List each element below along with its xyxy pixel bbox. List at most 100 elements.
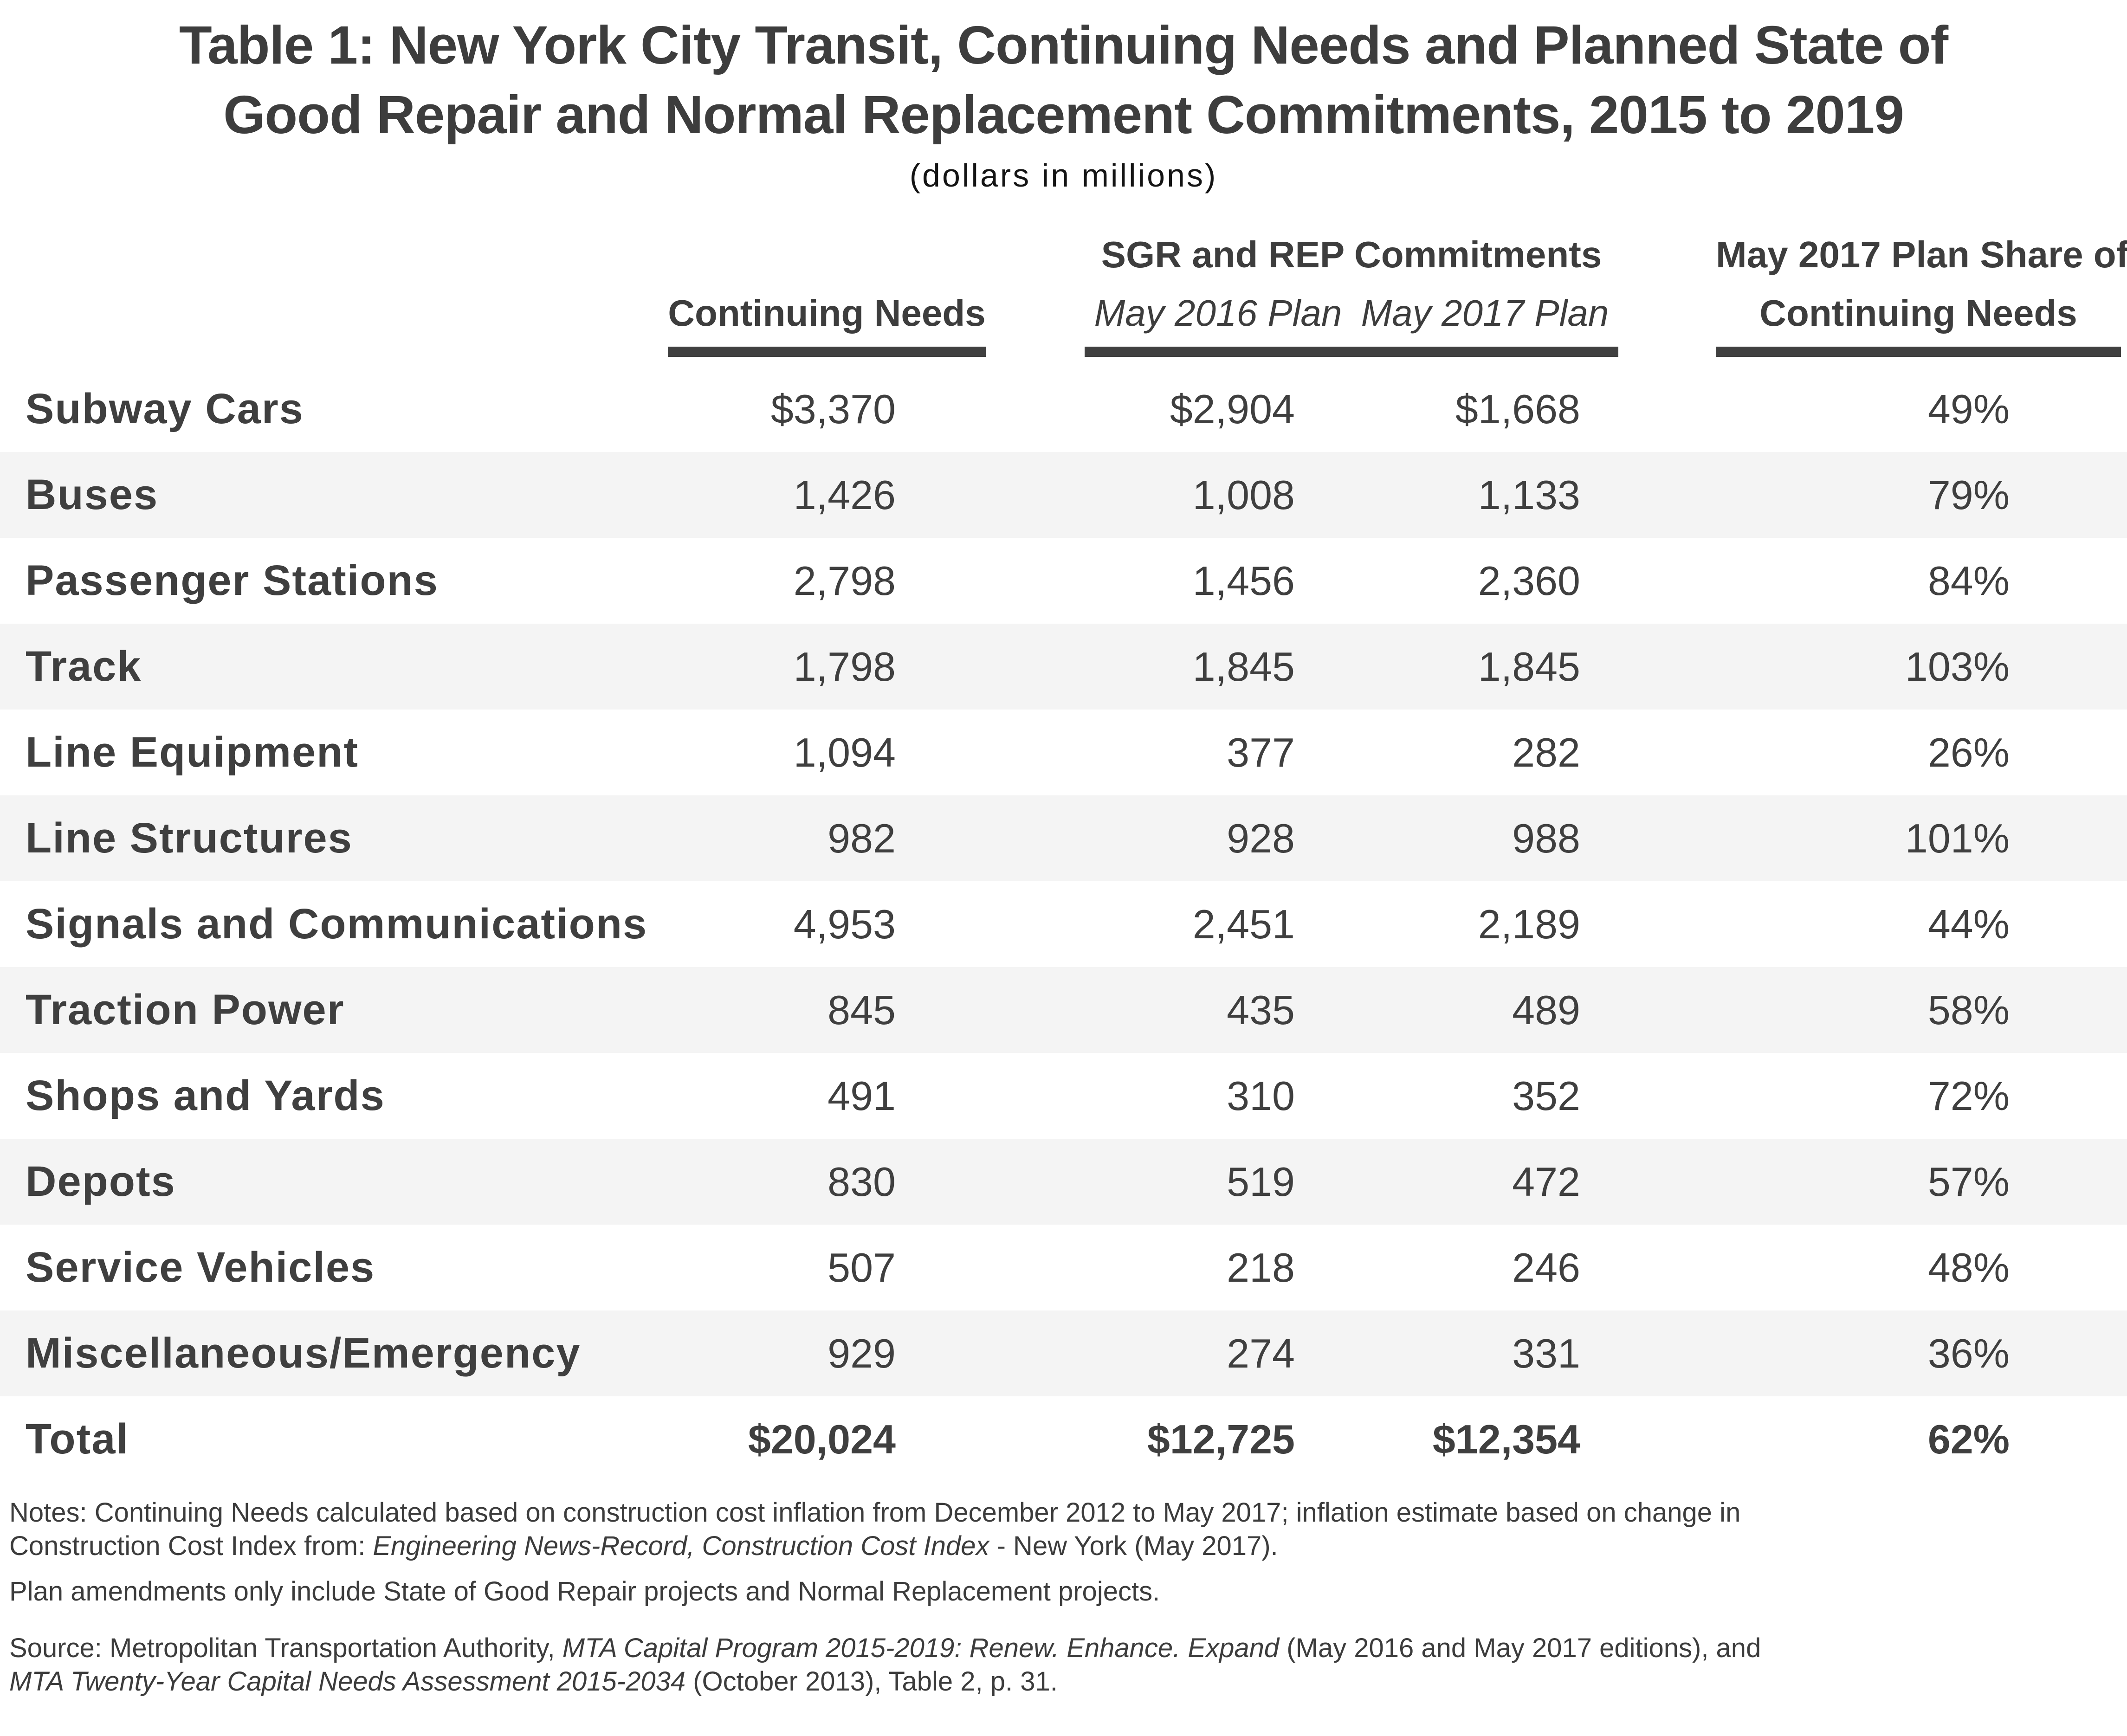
cell-continuing-needs: 491 xyxy=(828,1072,896,1119)
table-title: Table 1: New York City Transit, Continui… xyxy=(0,10,2127,149)
row-label: Depots xyxy=(26,1158,176,1205)
note-segment: Plan amendments only include State of Go… xyxy=(9,1576,1160,1607)
cell-may-2017-plan: 1,845 xyxy=(1478,643,1580,690)
column-header-continuing-needs: Continuing Needs xyxy=(668,292,986,357)
cell-may-2016-plan: 377 xyxy=(1227,729,1295,775)
cell-share: 36% xyxy=(1927,1330,2010,1376)
table-row-shops-and-yards: Shops and Yards 491 310 352 72% xyxy=(0,1053,2127,1139)
cell-share: 58% xyxy=(1927,987,2010,1033)
cell-may-2016-plan: 1,845 xyxy=(1192,643,1295,690)
note-segment: - New York (May 2017). xyxy=(989,1531,1278,1561)
column-group-title: SGR and REP Commitments xyxy=(1101,234,1602,275)
note-line: MTA Twenty-Year Capital Needs Assessment… xyxy=(9,1665,2108,1698)
row-label: Service Vehicles xyxy=(26,1244,375,1291)
cell-may-2017-plan: 331 xyxy=(1512,1330,1580,1376)
cell-share-total: 62% xyxy=(1927,1416,2010,1462)
table-row-total: Total $20,024 $12,725 $12,354 62% xyxy=(0,1396,2127,1482)
cell-may-2016-plan: 218 xyxy=(1227,1244,1295,1291)
note-line: Construction Cost Index from: Engineerin… xyxy=(9,1529,2108,1563)
cell-continuing-needs: 1,094 xyxy=(793,729,896,775)
note-segment: (October 2013), Table 2, p. 31. xyxy=(685,1666,1058,1697)
cell-continuing-needs: 845 xyxy=(828,987,896,1033)
table-subtitle: (dollars in millions) xyxy=(909,157,1218,194)
row-label: Line Structures xyxy=(26,814,353,862)
note-paragraph: Plan amendments only include State of Go… xyxy=(9,1575,2108,1608)
row-label: Line Equipment xyxy=(26,729,359,776)
row-label: Shops and Yards xyxy=(26,1072,385,1119)
note-segment-italic: Engineering News-Record, Construction Co… xyxy=(373,1531,989,1561)
cell-may-2016-plan: 310 xyxy=(1227,1072,1295,1119)
cell-may-2016-plan: 435 xyxy=(1227,987,1295,1033)
table-row-buses: Buses 1,426 1,008 1,133 79% xyxy=(0,452,2127,538)
cell-share: 72% xyxy=(1927,1072,2010,1119)
cell-share: 103% xyxy=(1905,643,2010,690)
cell-may-2017-plan: 282 xyxy=(1512,729,1580,775)
cell-may-2016-plan: 928 xyxy=(1227,815,1295,861)
table-row-signals-and-communications: Signals and Communications 4,953 2,451 2… xyxy=(0,881,2127,967)
note-segment-italic: MTA Capital Program 2015-2019: Renew. En… xyxy=(562,1633,1280,1663)
note-paragraph: Notes: Continuing Needs calculated based… xyxy=(9,1496,2108,1563)
cell-continuing-needs: $3,370 xyxy=(770,386,896,432)
row-label: Miscellaneous/Emergency xyxy=(26,1329,581,1377)
note-line: Source: Metropolitan Transportation Auth… xyxy=(9,1632,2108,1665)
column-header-share-line1: May 2017 Plan Share of xyxy=(1716,234,2127,275)
cell-share: 48% xyxy=(1927,1244,2010,1291)
column-header-may-2017-plan: May 2017 Plan xyxy=(1361,292,1609,334)
cell-share: 49% xyxy=(1927,386,2010,432)
cell-may-2017-plan: 2,360 xyxy=(1478,557,1580,604)
cell-may-2017-plan: 352 xyxy=(1512,1072,1580,1119)
cell-may-2016-plan: $2,904 xyxy=(1170,386,1295,432)
row-label: Buses xyxy=(26,471,159,518)
cell-share: 84% xyxy=(1927,557,2010,604)
table-row-service-vehicles: Service Vehicles 507 218 246 48% xyxy=(0,1225,2127,1310)
row-label-total: Total xyxy=(26,1415,129,1463)
note-line: Plan amendments only include State of Go… xyxy=(9,1575,2108,1608)
row-label: Subway Cars xyxy=(26,385,304,432)
cell-share: 44% xyxy=(1927,901,2010,947)
cell-may-2016-plan: 2,451 xyxy=(1192,901,1295,947)
column-header-share: May 2017 Plan Share of Continuing Needs xyxy=(1716,233,2127,357)
cell-may-2017-plan: 1,133 xyxy=(1478,471,1580,518)
table-header: Continuing Needs SGR and REP Commitments… xyxy=(0,233,2127,357)
cell-may-2017-plan: 988 xyxy=(1512,815,1580,861)
note-segment: Construction Cost Index from: xyxy=(9,1531,373,1561)
cell-continuing-needs: 507 xyxy=(828,1244,896,1291)
cell-may-2016-plan: 1,008 xyxy=(1192,471,1295,518)
cell-may-2016-plan: 1,456 xyxy=(1192,557,1295,604)
column-subheaders: May 2016 Plan May 2017 Plan xyxy=(1085,292,1618,335)
cell-continuing-needs: 2,798 xyxy=(793,557,896,604)
cell-continuing-needs: 1,426 xyxy=(793,471,896,518)
row-label: Track xyxy=(26,643,142,690)
row-label: Signals and Communications xyxy=(26,900,648,948)
table-row-line-structures: Line Structures 982 928 988 101% xyxy=(0,795,2127,881)
cell-continuing-needs: 982 xyxy=(828,815,896,861)
cell-share: 101% xyxy=(1905,815,2010,861)
table-row-track: Track 1,798 1,845 1,845 103% xyxy=(0,624,2127,710)
table-row-miscellaneous-emergency: Miscellaneous/Emergency 929 274 331 36% xyxy=(0,1310,2127,1396)
cell-continuing-needs-total: $20,024 xyxy=(748,1416,896,1462)
table-row-traction-power: Traction Power 845 435 489 58% xyxy=(0,967,2127,1053)
note-segment: Notes: Continuing Needs calculated based… xyxy=(9,1497,1741,1528)
cell-may-2016-plan-total: $12,725 xyxy=(1147,1416,1295,1462)
table-row-subway-cars: Subway Cars $3,370 $2,904 $1,668 49% xyxy=(0,366,2127,452)
cell-share: 57% xyxy=(1927,1158,2010,1205)
row-label: Traction Power xyxy=(26,986,345,1033)
row-label: Passenger Stations xyxy=(26,557,439,604)
note-segment-italic: MTA Twenty-Year Capital Needs Assessment… xyxy=(9,1666,686,1697)
table-title-line1: Table 1: New York City Transit, Continui… xyxy=(179,15,1948,75)
cell-may-2016-plan: 274 xyxy=(1227,1330,1295,1376)
note-segment: (May 2016 and May 2017 editions), and xyxy=(1279,1633,1761,1663)
column-group-sgr-rep-commitments: SGR and REP Commitments May 2016 Plan Ma… xyxy=(1085,233,1618,357)
cell-may-2017-plan: $1,668 xyxy=(1455,386,1580,432)
cell-may-2017-plan: 2,189 xyxy=(1478,901,1580,947)
cell-continuing-needs: 4,953 xyxy=(793,901,896,947)
cell-may-2016-plan: 519 xyxy=(1227,1158,1295,1205)
cell-may-2017-plan: 472 xyxy=(1512,1158,1580,1205)
table-row-depots: Depots 830 519 472 57% xyxy=(0,1139,2127,1225)
cell-continuing-needs: 830 xyxy=(828,1158,896,1205)
table-body: Subway Cars $3,370 $2,904 $1,668 49% Bus… xyxy=(0,366,2127,1396)
cell-continuing-needs: 929 xyxy=(828,1330,896,1376)
cell-may-2017-plan: 246 xyxy=(1512,1244,1580,1291)
cell-may-2017-plan: 489 xyxy=(1512,987,1580,1033)
table-row-passenger-stations: Passenger Stations 2,798 1,456 2,360 84% xyxy=(0,538,2127,624)
